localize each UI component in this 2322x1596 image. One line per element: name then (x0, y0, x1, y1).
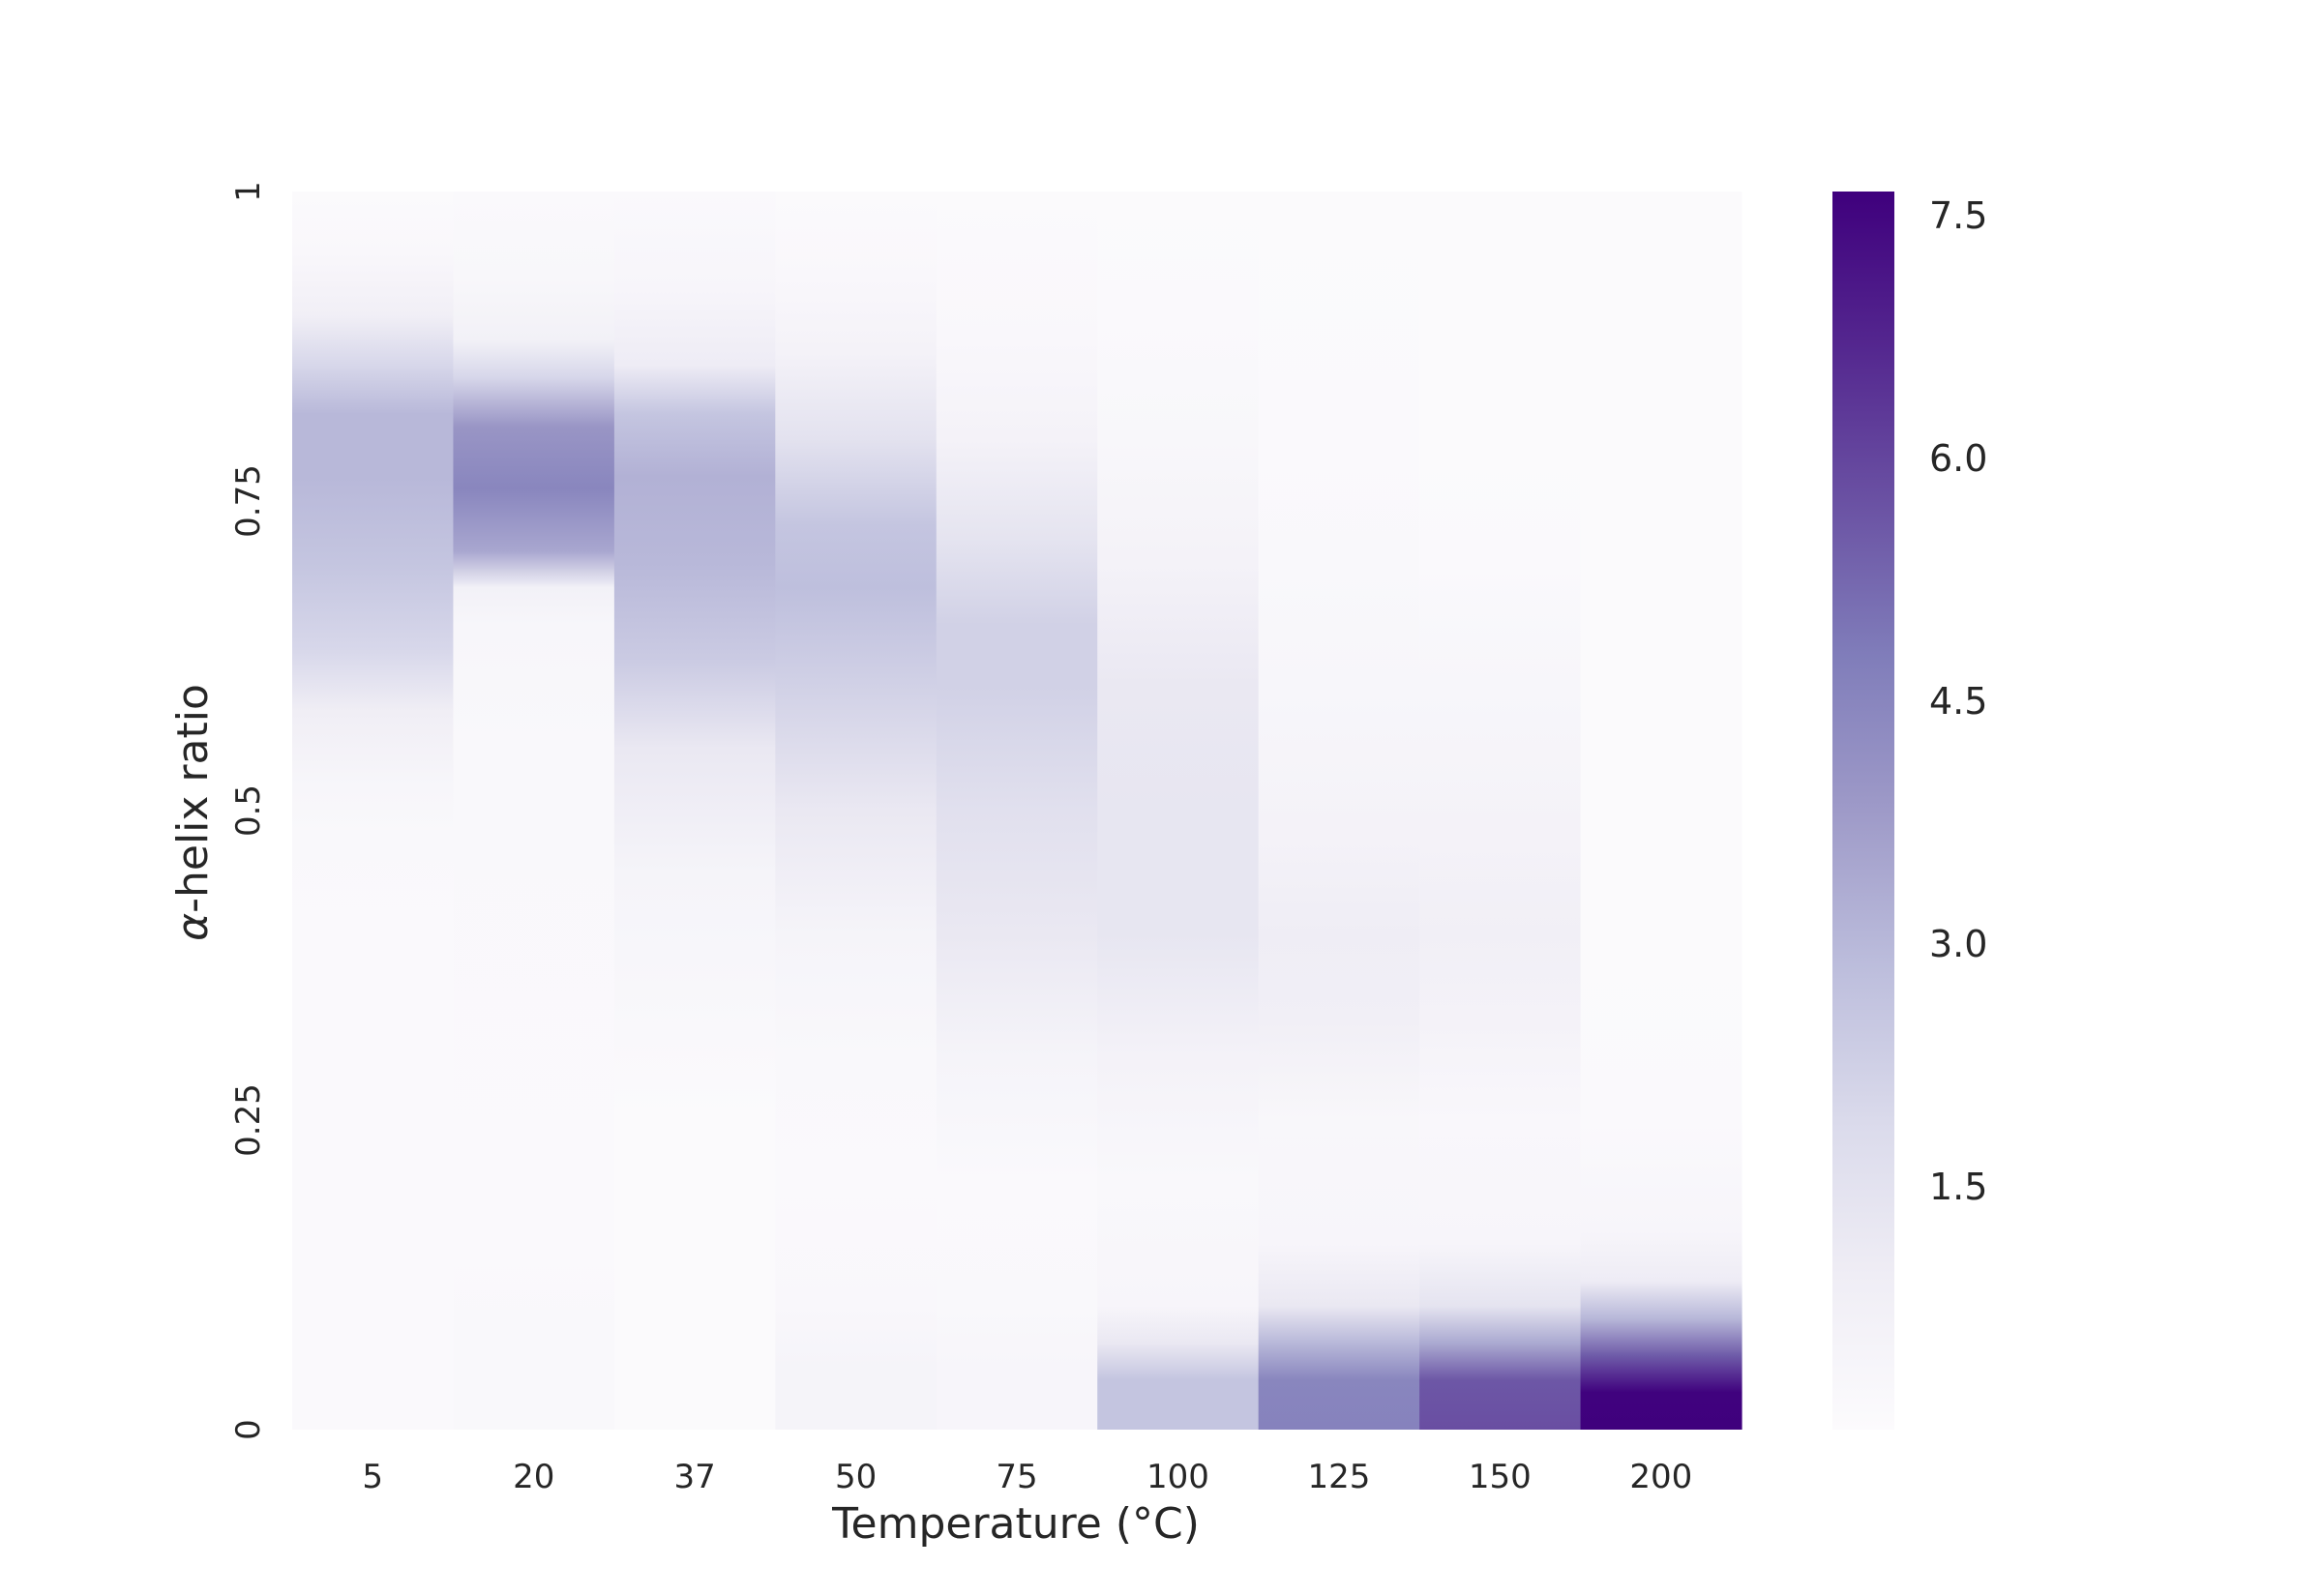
x-tick-label: 200 (1629, 1458, 1692, 1496)
x-tick-label: 100 (1146, 1458, 1209, 1496)
x-axis-ticks: 5 20 37 50 75 100 125 150 200 (362, 1458, 1692, 1496)
colorbar-tick-label: 7.5 (1929, 194, 1987, 237)
heatmap-column-75 (936, 192, 1098, 1430)
y-tick-label: 0 (229, 1419, 268, 1440)
heatmap-column-200 (1580, 192, 1742, 1430)
x-tick-label: 37 (673, 1458, 715, 1496)
y-tick-label: 0.5 (229, 784, 268, 837)
heatmap-column-100 (1097, 192, 1260, 1430)
colorbar-tick-label: 4.5 (1929, 680, 1987, 723)
colorbar-tick-label: 1.5 (1929, 1166, 1987, 1208)
x-tick-label: 20 (513, 1458, 554, 1496)
x-tick-label: 125 (1307, 1458, 1370, 1496)
x-tick-label: 150 (1469, 1458, 1532, 1496)
y-axis-title-greek: α (168, 913, 218, 941)
y-axis-title: α-helix ratio (168, 684, 218, 941)
x-axis-title: Temperature (°C) (831, 1499, 1200, 1549)
colorbar (1832, 192, 1894, 1430)
heatmap-column-50 (775, 192, 938, 1430)
y-axis-ticks: 0 0.25 0.5 0.75 1 (229, 181, 268, 1440)
colorbar-tick-label: 3.0 (1929, 923, 1987, 965)
heatmap-column-150 (1419, 192, 1582, 1430)
heatmap-column-125 (1258, 192, 1420, 1430)
heatmap-column-37 (613, 192, 776, 1430)
colorbar-tick-label: 6.0 (1929, 437, 1987, 480)
x-tick-label: 50 (835, 1458, 877, 1496)
x-tick-label: 5 (362, 1458, 383, 1496)
heatmap-cells (292, 192, 1742, 1430)
heatmap-column-20 (453, 192, 615, 1430)
colorbar-ticks: 1.5 3.0 4.5 6.0 7.5 (1929, 194, 1987, 1208)
y-tick-label: 1 (229, 181, 268, 202)
y-tick-label: 0.75 (229, 464, 268, 538)
y-tick-label: 0.25 (229, 1083, 268, 1157)
x-tick-label: 75 (996, 1458, 1037, 1496)
heatmap-column-5 (292, 192, 455, 1430)
y-axis-title-text: -helix ratio (168, 684, 218, 913)
